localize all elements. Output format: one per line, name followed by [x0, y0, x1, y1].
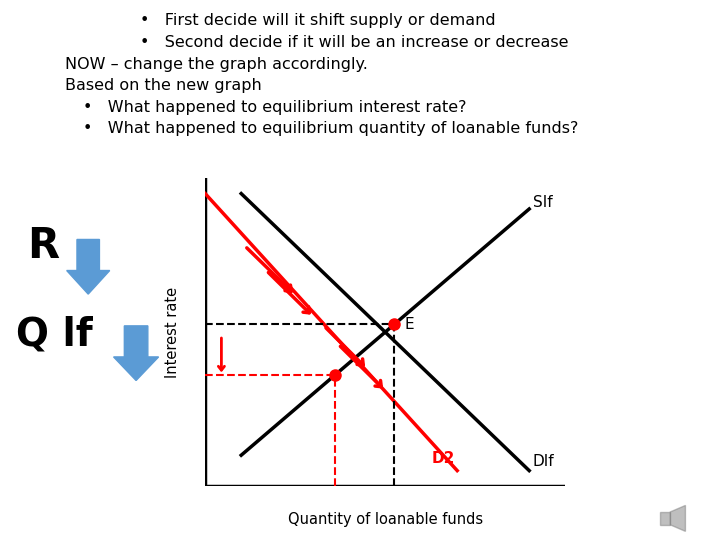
- Text: •   What happened to equilibrium quantity of loanable funds?: • What happened to equilibrium quantity …: [83, 122, 578, 137]
- Polygon shape: [670, 505, 685, 531]
- Text: R: R: [27, 225, 60, 267]
- Text: •   Second decide if it will be an increase or decrease: • Second decide if it will be an increas…: [140, 35, 569, 50]
- Text: SIf: SIf: [533, 195, 552, 210]
- Text: DIf: DIf: [533, 454, 554, 469]
- Text: •   First decide will it shift supply or demand: • First decide will it shift supply or d…: [140, 14, 496, 29]
- Text: Based on the new graph: Based on the new graph: [65, 78, 261, 93]
- FancyBboxPatch shape: [660, 512, 670, 525]
- Text: E: E: [405, 317, 415, 332]
- FancyArrow shape: [114, 326, 158, 381]
- Text: D2: D2: [432, 451, 455, 466]
- Text: Q lf: Q lf: [16, 316, 92, 354]
- Text: NOW – change the graph accordingly.: NOW – change the graph accordingly.: [65, 57, 368, 72]
- Text: •   What happened to equilibrium interest rate?: • What happened to equilibrium interest …: [83, 100, 467, 115]
- Text: Quantity of loanable funds: Quantity of loanable funds: [287, 512, 483, 528]
- FancyArrow shape: [67, 239, 109, 294]
- Text: Interest rate: Interest rate: [166, 287, 180, 377]
